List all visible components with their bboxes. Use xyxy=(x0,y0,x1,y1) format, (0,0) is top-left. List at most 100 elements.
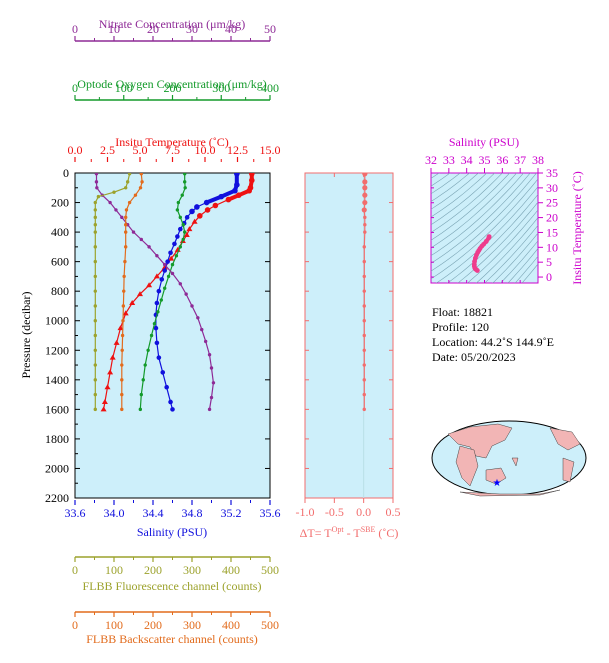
salinity-data-point xyxy=(159,277,165,282)
temperature-data-point xyxy=(113,339,120,345)
backscatter-data-point xyxy=(120,378,124,382)
backscatter-data-point xyxy=(124,230,128,234)
pressure-tick-label: 2200 xyxy=(45,491,69,505)
oxygen-data-point xyxy=(178,215,182,220)
nitrate-data-point xyxy=(190,304,194,308)
salinity-data-point xyxy=(165,259,170,264)
temperature-data-point xyxy=(122,310,129,316)
fluorescence-data-point xyxy=(93,304,97,308)
backscatter-data-point xyxy=(122,274,126,279)
temperature-data-point xyxy=(104,384,111,390)
oxygen-data-point xyxy=(182,173,187,176)
pressure-tick-label: 1200 xyxy=(45,343,69,357)
delta-t-tick-label: -0.5 xyxy=(325,505,344,519)
ts-y-tick-label: 35 xyxy=(546,166,558,180)
temperature-axis-label: Insitu Temperature (˚C) xyxy=(115,135,229,149)
temperature-tick-label: 12.5 xyxy=(227,143,248,157)
temperature-data-point xyxy=(117,325,124,331)
land-south-america xyxy=(562,457,575,483)
delta-t-tick-label: 0.0 xyxy=(356,505,371,519)
delta-t-data-point xyxy=(362,259,366,264)
oxygen-data-point xyxy=(152,321,157,326)
oxygen-data-point xyxy=(159,298,163,302)
float-id-text: Float: 18821 xyxy=(432,305,493,319)
nitrate-data-point xyxy=(209,366,214,370)
temperature-data-point xyxy=(204,207,211,213)
backscatter-data-point xyxy=(124,223,128,227)
temperature-data-point xyxy=(109,354,116,360)
ts-x-tick-label: 38 xyxy=(532,153,544,167)
ts-isopycnal-line xyxy=(431,173,496,225)
ts-x-tick-label: 36 xyxy=(496,153,508,167)
backscatter-data-point xyxy=(120,348,124,352)
backscatter-data-point xyxy=(122,289,126,293)
main-series-group xyxy=(93,173,255,412)
delta-t-data-point xyxy=(362,319,366,323)
nitrate-data-point xyxy=(207,407,212,412)
nitrate-data-point xyxy=(120,215,124,220)
fluorescence-data-point xyxy=(112,190,116,194)
temperature-data-point xyxy=(212,202,219,209)
fluorescence-tick-label: 500 xyxy=(261,563,279,577)
salinity-data-point xyxy=(168,250,173,256)
ts-isopycnal-line xyxy=(431,173,470,202)
land-antarctica xyxy=(459,489,561,497)
fluorescence-data-point xyxy=(93,348,97,352)
ts-isopycnal-line xyxy=(431,173,511,241)
salinity-tick-label: 34.8 xyxy=(182,506,203,520)
oxygen-data-point xyxy=(141,378,145,382)
pressure-tick-label: 1400 xyxy=(45,373,69,387)
delta-t-data-point xyxy=(362,185,368,191)
ts-x-tick-label: 37 xyxy=(514,153,526,167)
oxygen-data-point xyxy=(170,262,175,267)
delta-t-data-point xyxy=(363,223,367,227)
oxygen-tick-label: 400 xyxy=(261,81,279,95)
oxygen-data-point xyxy=(138,407,143,412)
delta-t-data-point xyxy=(362,304,366,308)
ts-isopycnal-line xyxy=(431,173,524,256)
temperature-tick-label: 7.5 xyxy=(165,143,180,157)
oxygen-tick-label: 100 xyxy=(115,81,133,95)
delta-t-data-point xyxy=(362,173,368,177)
salinity-data-point xyxy=(162,268,167,273)
ts-x-tick-label: 33 xyxy=(443,153,455,167)
ts-plot-area xyxy=(430,172,539,284)
backscatter-tick-label: 100 xyxy=(105,618,123,632)
delta-t-data-point xyxy=(361,207,367,213)
backscatter-data-point xyxy=(120,392,124,397)
delta-t-series-group xyxy=(361,173,368,498)
oxygen-data-point xyxy=(181,237,185,242)
salinity-data-point xyxy=(160,370,166,375)
delta-t-data-point xyxy=(362,245,366,249)
temperature-data-point xyxy=(137,291,143,297)
backscatter-data-point xyxy=(124,245,128,249)
salinity-data-point xyxy=(178,226,183,232)
salinity-data-point xyxy=(168,399,173,405)
ts-isopycnal-line xyxy=(431,173,503,233)
backscatter-data-point xyxy=(127,200,132,205)
ts-isopycnal-line xyxy=(431,173,479,210)
oxygen-tick-label: 0 xyxy=(72,81,78,95)
temperature-data-point xyxy=(197,213,203,219)
oxygen-data-point xyxy=(176,200,181,205)
oxygen-tick-label: 200 xyxy=(164,81,182,95)
land-north-america xyxy=(549,427,581,451)
temperature-data-point xyxy=(168,255,175,261)
backscatter-axis-label: FLBB Backscatter channel (counts) xyxy=(86,632,258,646)
delta-t-tick-label: -1.0 xyxy=(296,505,315,519)
nitrate-data-point xyxy=(131,230,136,234)
nitrate-data-point xyxy=(94,173,99,176)
delta-t-data-point xyxy=(363,215,367,220)
profile-text: Profile: 120 xyxy=(432,320,489,334)
nitrate-data-point xyxy=(178,282,182,286)
fluorescence-series-line xyxy=(94,173,131,410)
backscatter-data-point xyxy=(120,333,125,338)
nitrate-data-point xyxy=(211,381,216,385)
fluorescence-data-point xyxy=(93,289,97,293)
fluorescence-tick-label: 300 xyxy=(183,563,201,577)
delta-t-data-point xyxy=(362,378,366,382)
backscatter-tick-label: 500 xyxy=(261,618,279,632)
fluorescence-data-point xyxy=(93,363,97,367)
